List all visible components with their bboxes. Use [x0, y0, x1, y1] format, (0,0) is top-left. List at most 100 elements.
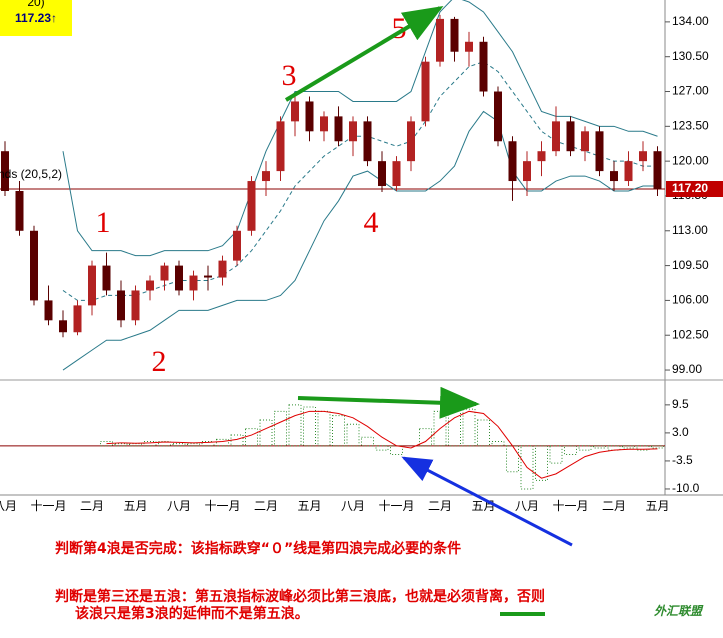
wave-label: 2: [152, 345, 167, 378]
histogram-bar: [143, 441, 157, 447]
candle-body: [1, 151, 9, 191]
histogram-bar: [245, 428, 258, 447]
pointer-arrow: [401, 456, 573, 547]
candle-body: [320, 116, 328, 132]
histogram-bar: [346, 423, 360, 447]
candle-body: [378, 161, 386, 187]
histogram-bar: [622, 445, 635, 449]
histogram-bar: [419, 428, 432, 447]
histogram-bar: [361, 436, 374, 447]
candle-body: [30, 230, 38, 301]
candle-body: [566, 121, 575, 152]
candle-body: [160, 265, 169, 281]
histogram-bar: [216, 438, 229, 447]
y-tick-label: -10.0: [672, 481, 700, 495]
candle-body: [363, 121, 372, 162]
candle-body: [175, 265, 183, 291]
histogram-bar: [259, 419, 273, 447]
histogram-bar: [187, 443, 200, 447]
y-tick-label: 99.00: [672, 362, 702, 376]
indicator-label: nds (20,5,2): [0, 167, 62, 181]
wave-label: 1: [96, 206, 111, 239]
histogram-bar: [578, 445, 592, 451]
histogram-bar: [491, 441, 505, 447]
histogram-bar: [274, 410, 287, 447]
histogram-bar: [288, 404, 302, 447]
candle-body: [450, 18, 459, 52]
axes: 134.00130.50127.00123.50120.00116.50113.…: [0, 14, 723, 513]
candle-body: [305, 101, 314, 132]
x-tick-label: 五月: [645, 499, 669, 513]
band-upper: [62, 0, 658, 257]
candle-body: [523, 161, 531, 182]
candle-body: [44, 300, 53, 321]
note: 判断是第三还是五浪：第五浪指标波峰必须比第三浪底，也就是必须背离，否则: [55, 588, 545, 605]
candle-body: [639, 151, 647, 162]
macd-panel: [0, 404, 665, 490]
candle-body: [131, 290, 140, 321]
x-tick-label: 十一月: [378, 499, 414, 513]
candle-body: [537, 151, 546, 162]
candle-body: [494, 91, 502, 142]
candle-body: [15, 190, 24, 231]
histogram-bar: [564, 445, 577, 455]
histogram-bar: [535, 445, 548, 481]
x-tick-label: 八月: [341, 499, 365, 513]
y-tick-label: 3.0: [672, 425, 689, 439]
candle-body: [610, 171, 618, 182]
signal-line: [106, 410, 658, 479]
candle-body: [88, 265, 96, 306]
y-tick-label: 134.00: [672, 14, 709, 28]
candle-body: [581, 131, 589, 152]
candle-body: [189, 275, 198, 291]
y-tick-label: -3.5: [672, 453, 693, 467]
y-tick-label: 123.50: [672, 119, 709, 133]
x-tick-label: 八月: [515, 499, 539, 513]
x-tick-label: 二月: [602, 499, 626, 513]
candle-body: [508, 141, 517, 182]
y-tick-label: 109.50: [672, 258, 709, 272]
x-tick-label: 十一月: [30, 499, 66, 513]
last-price-label: 117.20: [672, 181, 708, 195]
candle-body: [392, 161, 401, 187]
divergence-arrow: [297, 386, 480, 419]
candle-body: [653, 151, 662, 189]
histogram-bar: [636, 445, 650, 451]
note: 该浪只是第3浪的延伸而不是第五浪。: [75, 605, 309, 622]
y-tick-label: 113.00: [672, 223, 708, 237]
band-middle: [62, 61, 658, 301]
quote-box: [0, 0, 72, 36]
note: 判断第4浪是否完成：该指标跌穿“０”线是第四浪完成必要的条件: [55, 540, 461, 557]
x-tick-label: 十一月: [204, 499, 240, 513]
x-tick-label: 八月: [167, 499, 191, 513]
price-panel: [0, 0, 665, 371]
x-tick-label: 八月: [0, 499, 17, 513]
x-tick-label: 五月: [123, 499, 147, 513]
candle-body: [465, 41, 473, 52]
x-tick-label: 十一月: [552, 499, 588, 513]
candle-body: [73, 305, 82, 333]
histogram-bar: [332, 415, 345, 447]
candle-body: [291, 101, 299, 122]
candle-body: [117, 290, 125, 321]
band-lower: [62, 110, 658, 371]
wave-label: 3: [282, 59, 297, 92]
histogram-bar: [114, 443, 128, 447]
x-tick-label: 五月: [471, 499, 495, 513]
histogram-bar: [100, 441, 113, 447]
candle-body: [624, 161, 633, 182]
x-tick-label: 二月: [428, 499, 452, 513]
candle-body: [349, 121, 357, 142]
candle-body: [204, 275, 212, 278]
candle-body: [146, 280, 154, 291]
candle-body: [233, 230, 241, 261]
y-tick-label: 9.5: [672, 397, 689, 411]
last-price-box: [666, 181, 723, 197]
y-tick-label: 106.00: [672, 293, 709, 307]
y-tick-label: 102.50: [672, 327, 709, 341]
candle-body: [262, 171, 270, 182]
y-tick-label: 130.50: [672, 49, 709, 63]
candle-body: [247, 181, 256, 231]
candle-body: [218, 260, 227, 278]
